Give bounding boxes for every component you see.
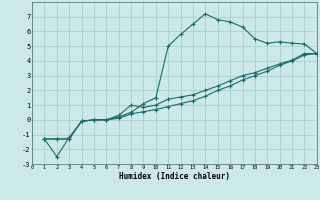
X-axis label: Humidex (Indice chaleur): Humidex (Indice chaleur) — [119, 172, 230, 181]
